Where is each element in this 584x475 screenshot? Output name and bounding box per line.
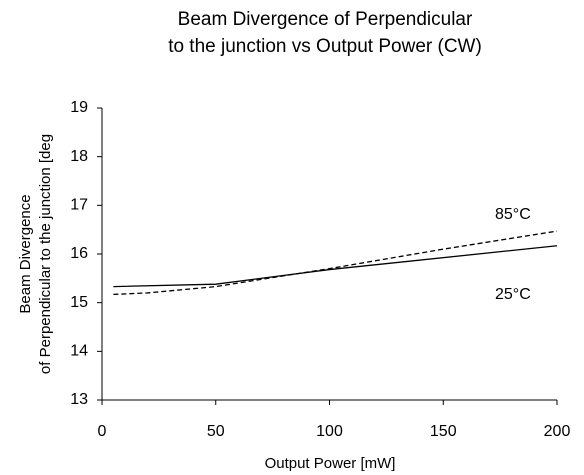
x-tick-label: 200: [544, 423, 571, 440]
x-tick-label: 0: [98, 423, 107, 440]
x-axis-label: Output Power [mW]: [265, 455, 396, 472]
x-tick-label: 150: [430, 423, 457, 440]
y-tick-label: 14: [70, 343, 88, 360]
y-axis-label: of Perpendicular to the junction [deg: [37, 134, 54, 374]
series-label: 85°C: [495, 206, 531, 223]
x-tick-label: 100: [316, 423, 343, 440]
line: [113, 245, 558, 288]
chart-title: to the junction vs Output Power (CW): [168, 36, 482, 57]
y-tick-label: 13: [70, 391, 88, 408]
x-tick-label: 50: [207, 423, 225, 440]
y-tick-label: 17: [70, 197, 88, 214]
y-tick-label: 16: [70, 245, 88, 262]
chart-title: Beam Divergence of Perpendicular: [178, 9, 473, 30]
line: [113, 230, 558, 296]
y-tick-label: 15: [70, 294, 88, 311]
y-tick-label: 19: [70, 99, 88, 116]
y-tick-label: 18: [70, 148, 88, 165]
y-axis-label: Beam Divergence: [17, 194, 34, 313]
series-label: 25°C: [495, 286, 531, 303]
